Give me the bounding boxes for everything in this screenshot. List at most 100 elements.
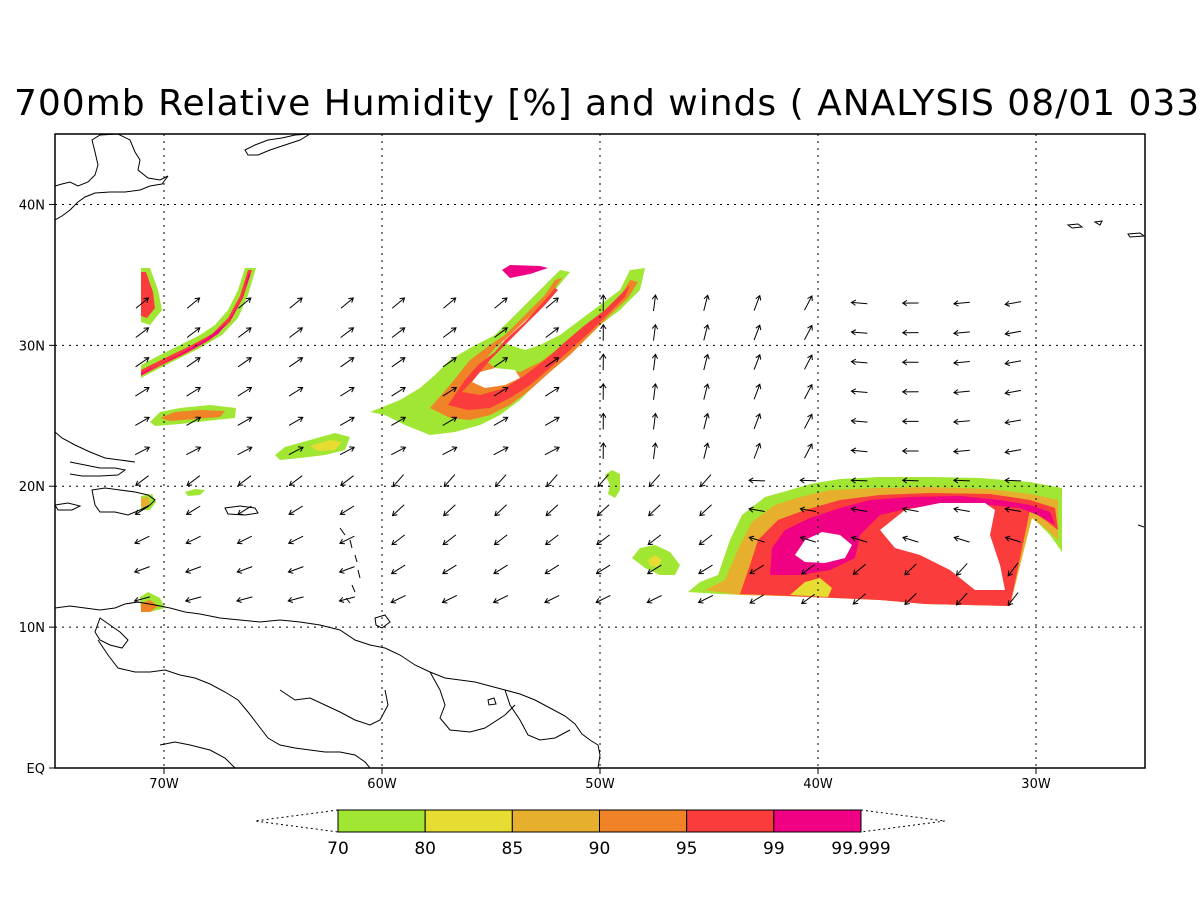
- colorbar-label: 70: [327, 839, 349, 859]
- lon-tick-label: 40W: [803, 777, 833, 792]
- border-interior-3: [504, 689, 571, 741]
- wind-arrow: [799, 506, 817, 513]
- wind-arrow: [1004, 477, 1022, 484]
- lon-tick-label: 30W: [1021, 777, 1051, 792]
- coast-lesser-antilles: [339, 527, 361, 604]
- coast-south-america: [55, 601, 601, 768]
- wind-arrow: [703, 294, 710, 311]
- wind-arrow: [186, 475, 201, 486]
- wind-arrow: [753, 353, 762, 370]
- wind-arrow: [852, 593, 866, 605]
- wind-arrow: [391, 504, 405, 517]
- wind-arrow: [1004, 448, 1022, 455]
- wind-arrow: [546, 474, 558, 488]
- lat-tick-label: EQ: [27, 762, 45, 777]
- wind-arrow: [850, 506, 868, 513]
- wind-arrow: [799, 477, 817, 484]
- wind-arrow: [391, 387, 406, 397]
- colorbar-swatch: [599, 809, 688, 833]
- wind-arrow: [237, 446, 253, 456]
- wind-arrow: [391, 446, 407, 456]
- wind-arrow: [651, 294, 659, 312]
- lat-tick-label: 40N: [19, 198, 45, 213]
- wind-arrow: [799, 535, 816, 543]
- wind-arrow: [340, 387, 355, 397]
- wind-arrow: [901, 299, 919, 307]
- wind-arrow: [901, 447, 919, 455]
- wind-arrow: [901, 418, 919, 425]
- wind-arrow: [186, 387, 201, 397]
- wind-arrow: [185, 566, 202, 574]
- wind-arrow: [850, 535, 868, 543]
- colorbar-left-triangle: [254, 809, 339, 833]
- wind-arrow: [443, 297, 457, 309]
- wind-arrow: [135, 475, 149, 486]
- colorbar: 70 80 85 90 95 99 99.999: [254, 809, 946, 859]
- wind-arrow: [753, 294, 762, 311]
- coast-cuba: [55, 431, 136, 477]
- wind-arrow: [955, 563, 968, 577]
- wind-arrow: [493, 564, 508, 575]
- wind-arrow: [850, 477, 868, 484]
- wind-arrow: [493, 357, 509, 368]
- rh-band-central-hole: [472, 368, 520, 388]
- colorbar-label: 85: [502, 839, 524, 859]
- wind-arrow: [391, 416, 407, 426]
- wind-arrow: [237, 505, 252, 515]
- colorbar-label: 95: [676, 839, 698, 859]
- border-interior-2: [429, 671, 516, 733]
- wind-arrow: [288, 505, 303, 515]
- wind-arrow: [952, 477, 970, 484]
- wind-arrow: [390, 564, 406, 575]
- wind-arrow: [804, 413, 813, 429]
- wind-arrow: [852, 563, 866, 575]
- wind-arrow: [237, 327, 252, 338]
- wind-arrow: [545, 297, 559, 309]
- wind-arrow: [493, 416, 509, 426]
- wind-arrow: [186, 446, 202, 456]
- wind-arrow: [339, 535, 355, 545]
- wind-arrow: [904, 563, 917, 576]
- colorbar-label: 99: [763, 839, 785, 859]
- wind-arrow: [133, 596, 151, 603]
- wind-arrow: [600, 353, 607, 371]
- colorbar-label: 99.999: [831, 839, 890, 859]
- wind-arrow: [953, 506, 970, 513]
- wind-arrow: [235, 596, 253, 603]
- wind-arrow: [544, 534, 559, 546]
- wind-arrow: [340, 327, 355, 338]
- wind-arrow: [289, 357, 304, 368]
- rh-blob-mid2-70: [605, 470, 620, 498]
- wind-arrow: [237, 416, 253, 426]
- wind-arrow: [901, 506, 919, 513]
- wind-arrow: [545, 327, 560, 338]
- wind-arrow: [442, 446, 458, 456]
- wind-arrow: [544, 594, 560, 604]
- wind-arrow: [646, 564, 662, 575]
- wind-arrow: [338, 596, 356, 603]
- wind-arrow: [340, 297, 355, 309]
- wind-arrow: [492, 594, 509, 604]
- wind-arrow: [442, 416, 458, 426]
- rh-band-central-95: [448, 285, 630, 410]
- coast-bermuda: [487, 697, 497, 706]
- wind-arrow: [804, 324, 813, 341]
- wind-arrow: [600, 382, 607, 400]
- map-title: 700mb Relative Humidity [%] and winds ( …: [14, 83, 1200, 124]
- wind-arrow: [753, 442, 762, 459]
- wind-arrow: [901, 359, 919, 366]
- wind-arrow: [748, 535, 765, 543]
- wind-arrow: [442, 387, 458, 397]
- wind-arrow: [804, 383, 813, 400]
- wind-vectors: [133, 294, 1022, 606]
- rh-streak-w2-95: [141, 270, 252, 376]
- colorbar-swatch: [337, 809, 426, 833]
- humidity-shading: [140, 265, 1062, 612]
- wind-arrow: [339, 505, 355, 515]
- wind-arrow: [288, 416, 304, 426]
- wind-arrow: [699, 504, 712, 517]
- wind-arrow: [287, 596, 304, 603]
- wind-arrow: [1004, 419, 1022, 426]
- rh-blob-hisp-85: [141, 497, 150, 508]
